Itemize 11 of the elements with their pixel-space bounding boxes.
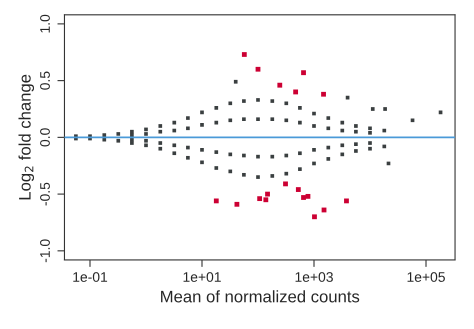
x-tick-label: 1e+03 (296, 272, 333, 282)
x-axis-title: Mean of normalized counts (161, 290, 360, 302)
x-tick-label: 1e+01 (184, 272, 221, 282)
y-tick-label: -0.5 (40, 182, 50, 206)
y-axis-title: Log$_{2}$ fold change (18, 74, 34, 200)
y-tick-label: 0.0 (40, 128, 50, 146)
y-tick-label: 0.5 (40, 72, 50, 90)
x-tick-label: 1e+05 (408, 272, 445, 282)
y-tick-label: -1.0 (40, 239, 50, 262)
x-tick-label: 1e-01 (73, 272, 108, 282)
y-tick-label: 1.0 (40, 14, 50, 32)
